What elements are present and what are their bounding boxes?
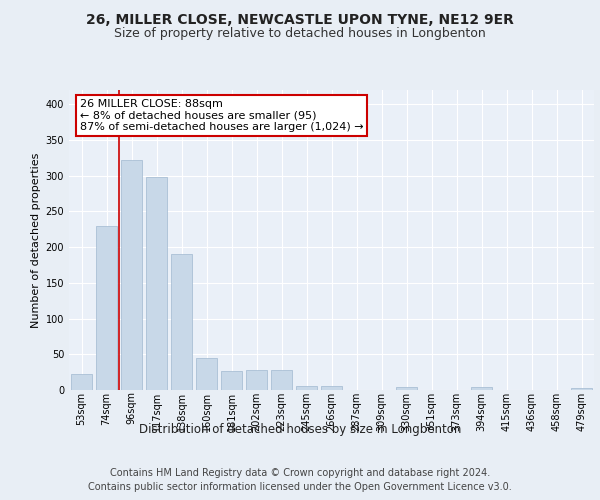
Text: 26, MILLER CLOSE, NEWCASTLE UPON TYNE, NE12 9ER: 26, MILLER CLOSE, NEWCASTLE UPON TYNE, N… — [86, 12, 514, 26]
Bar — [171, 254, 192, 390]
Bar — [271, 370, 292, 390]
Bar — [321, 386, 342, 390]
Bar — [146, 177, 167, 390]
Bar — [296, 386, 317, 390]
Bar — [396, 387, 417, 390]
Bar — [471, 387, 492, 390]
Text: Contains HM Land Registry data © Crown copyright and database right 2024.
Contai: Contains HM Land Registry data © Crown c… — [88, 468, 512, 491]
Text: Size of property relative to detached houses in Longbenton: Size of property relative to detached ho… — [114, 28, 486, 40]
Bar — [571, 388, 592, 390]
Bar — [246, 370, 267, 390]
Y-axis label: Number of detached properties: Number of detached properties — [31, 152, 41, 328]
Text: Distribution of detached houses by size in Longbenton: Distribution of detached houses by size … — [139, 422, 461, 436]
Text: 26 MILLER CLOSE: 88sqm
← 8% of detached houses are smaller (95)
87% of semi-deta: 26 MILLER CLOSE: 88sqm ← 8% of detached … — [79, 99, 363, 132]
Bar — [96, 226, 117, 390]
Bar — [121, 160, 142, 390]
Bar — [196, 358, 217, 390]
Bar — [71, 374, 92, 390]
Bar — [221, 370, 242, 390]
